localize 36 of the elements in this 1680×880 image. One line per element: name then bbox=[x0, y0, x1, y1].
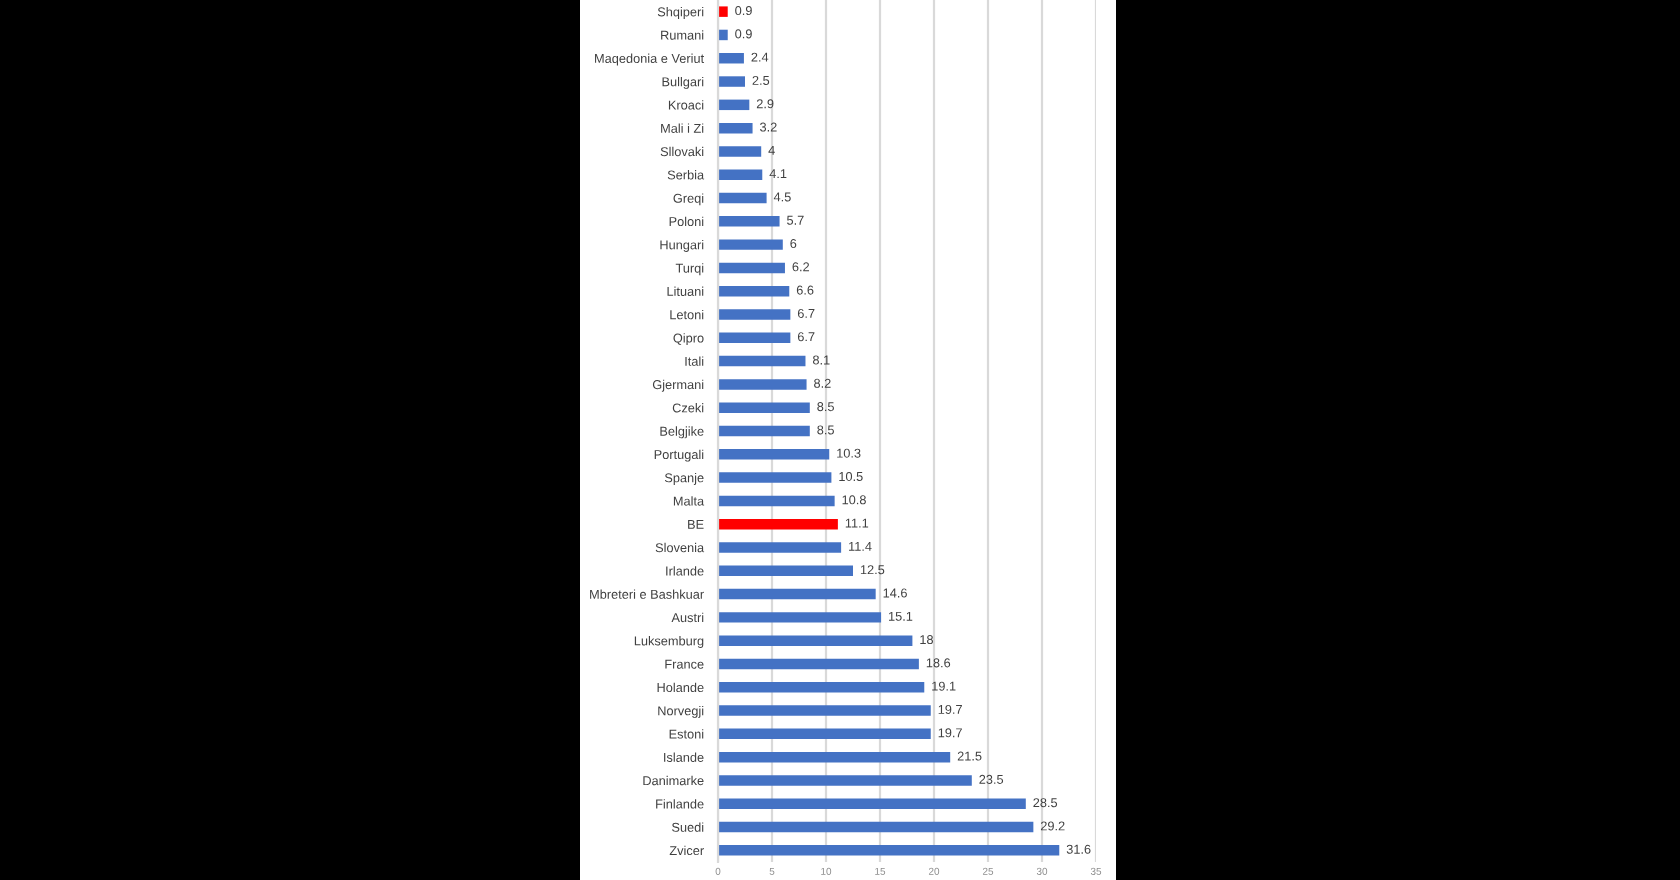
bar bbox=[718, 635, 913, 646]
bar bbox=[718, 495, 835, 507]
bar bbox=[718, 239, 783, 250]
bar bbox=[718, 845, 1060, 856]
bar bbox=[718, 612, 882, 623]
bar bbox=[718, 518, 838, 530]
bar bbox=[718, 728, 931, 740]
bar bbox=[718, 425, 810, 437]
bar bbox=[718, 798, 1026, 809]
bar bbox=[718, 821, 1034, 833]
bar bbox=[718, 309, 791, 320]
bar bbox=[718, 6, 728, 17]
bar bbox=[718, 192, 767, 204]
bar bbox=[718, 355, 806, 367]
bar bbox=[718, 775, 972, 786]
bar bbox=[718, 658, 919, 670]
bar bbox=[718, 262, 785, 274]
bar bbox=[718, 53, 744, 64]
bar bbox=[718, 99, 750, 111]
bar bbox=[718, 705, 931, 716]
bar bbox=[718, 379, 807, 390]
bar bbox=[718, 751, 951, 763]
bar bbox=[718, 76, 745, 87]
bar bbox=[718, 565, 853, 577]
bar bbox=[718, 169, 763, 180]
bar bbox=[718, 449, 830, 460]
bar bbox=[718, 542, 842, 553]
bar bbox=[718, 216, 780, 227]
bar bbox=[718, 588, 876, 600]
bar bbox=[718, 472, 832, 483]
bar bbox=[718, 682, 925, 693]
bar bbox=[718, 402, 810, 413]
bar bbox=[718, 146, 762, 157]
bar bbox=[718, 285, 790, 297]
bar bbox=[718, 332, 791, 344]
bar bbox=[718, 122, 753, 134]
